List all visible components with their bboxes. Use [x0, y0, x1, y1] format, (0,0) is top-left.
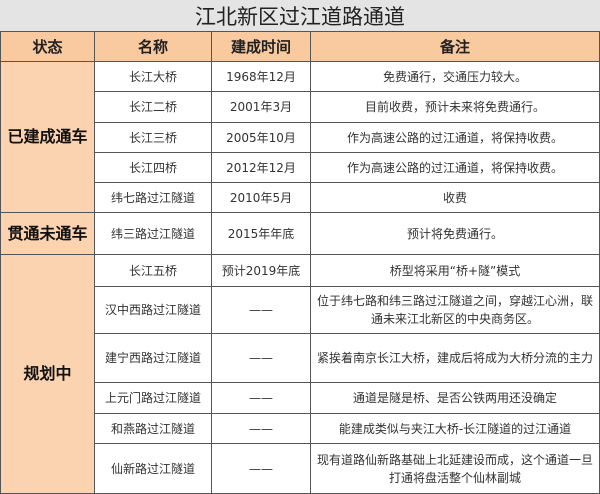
- table-row: 建宁西路过江隧道 —— 紧挨着南京长江大桥，建成后将成为大桥分流的主力: [1, 333, 600, 383]
- note-cell: 通道是隧是桥、是否公铁两用还没确定: [310, 382, 600, 414]
- table-row: 长江二桥 2001年3月 目前收费，预计未来将免费通行。: [1, 91, 600, 123]
- header-row: 状态 名称 建成时间 备注: [0, 31, 600, 62]
- crossing-table: 状态 名称 建成时间 备注 已建成通车 长江大桥 1968年12月 免费通行，交通压力…: [0, 31, 600, 494]
- name-cell: 长江大桥: [94, 61, 212, 92]
- note-cell: 预计将免费通行。: [310, 212, 600, 255]
- header-note: 备注: [310, 31, 600, 62]
- time-cell: ——: [211, 443, 311, 494]
- name-cell: 纬七路过江隧道: [94, 182, 212, 213]
- table-row: 和燕路过江隧道 —— 能建成类似与夹江大桥-长江隧道的过江通道: [1, 413, 600, 444]
- time-cell: 预计2019年底: [211, 254, 311, 287]
- table-row: 贯通未通车 纬三路过江隧道 2015年年底 预计将免费通行。: [0, 212, 600, 255]
- time-cell: 2001年3月: [211, 91, 311, 123]
- note-cell: 位于纬七路和纬三路过江隧道之间，穿越江心洲，联通未来江北新区的中央商务区。: [310, 286, 600, 334]
- table-row: 长江三桥 2005年10月 作为高速公路的过江通道，将保持收费。: [1, 122, 600, 153]
- header-status: 状态: [0, 31, 95, 62]
- time-cell: 2015年年底: [211, 212, 311, 255]
- name-cell: 纬三路过江隧道: [94, 212, 212, 255]
- header-time: 建成时间: [211, 31, 311, 62]
- time-cell: 1968年12月: [211, 61, 311, 92]
- table-title: 江北新区过江道路通道: [0, 0, 600, 32]
- note-cell: 能建成类似与夹江大桥-长江隧道的过江通道: [310, 413, 600, 444]
- table-row: 长江四桥 2012年12月 作为高速公路的过江通道，将保持收费。: [1, 152, 600, 183]
- table-row: 汉中西路过江隧道 —— 位于纬七路和纬三路过江隧道之间，穿越江心洲，联通未来江北新区…: [1, 286, 600, 334]
- name-cell: 汉中西路过江隧道: [94, 286, 212, 334]
- time-cell: 2005年10月: [211, 122, 311, 153]
- table-row: 纬七路过江隧道 2010年5月 收费: [1, 182, 600, 213]
- note-cell: 桥型将采用“桥+隧”模式: [310, 254, 600, 287]
- time-cell: ——: [211, 333, 311, 383]
- table-row: 规划中 长江五桥 预计2019年底 桥型将采用“桥+隧”模式: [0, 254, 600, 494]
- name-cell: 建宁西路过江隧道: [94, 333, 212, 383]
- note-cell: 紧挨着南京长江大桥，建成后将成为大桥分流的主力: [310, 333, 600, 383]
- name-cell: 长江三桥: [94, 122, 212, 153]
- name-cell: 长江四桥: [94, 152, 212, 183]
- name-cell: 仙新路过江隧道: [94, 443, 212, 494]
- time-cell: ——: [211, 382, 311, 414]
- time-cell: ——: [211, 413, 311, 444]
- status-cell: 规划中: [0, 254, 95, 494]
- time-cell: 2010年5月: [211, 182, 311, 213]
- note-cell: 收费: [310, 182, 600, 213]
- status-cell: 贯通未通车: [0, 212, 95, 255]
- name-cell: 和燕路过江隧道: [94, 413, 212, 444]
- name-cell: 长江五桥: [94, 254, 212, 287]
- note-cell: 作为高速公路的过江通道，将保持收费。: [310, 152, 600, 183]
- name-cell: 上元门路过江隧道: [94, 382, 212, 414]
- header-name: 名称: [94, 31, 212, 62]
- note-cell: 现有道路仙新路基础上北延建设而成，这个通道一旦打通将盘活整个仙林副城: [310, 443, 600, 494]
- time-cell: ——: [211, 286, 311, 334]
- note-cell: 作为高速公路的过江通道，将保持收费。: [310, 122, 600, 153]
- table-row: 已建成通车 长江大桥 1968年12月 免费通行，交通压力较大。: [0, 61, 600, 213]
- note-cell: 免费通行，交通压力较大。: [310, 61, 600, 92]
- time-cell: 2012年12月: [211, 152, 311, 183]
- name-cell: 长江二桥: [94, 91, 212, 123]
- status-cell: 已建成通车: [0, 61, 95, 213]
- table-row: 仙新路过江隧道 —— 现有道路仙新路基础上北延建设而成，这个通道一旦打通将盘活整个仙…: [1, 443, 600, 494]
- note-cell: 目前收费，预计未来将免费通行。: [310, 91, 600, 123]
